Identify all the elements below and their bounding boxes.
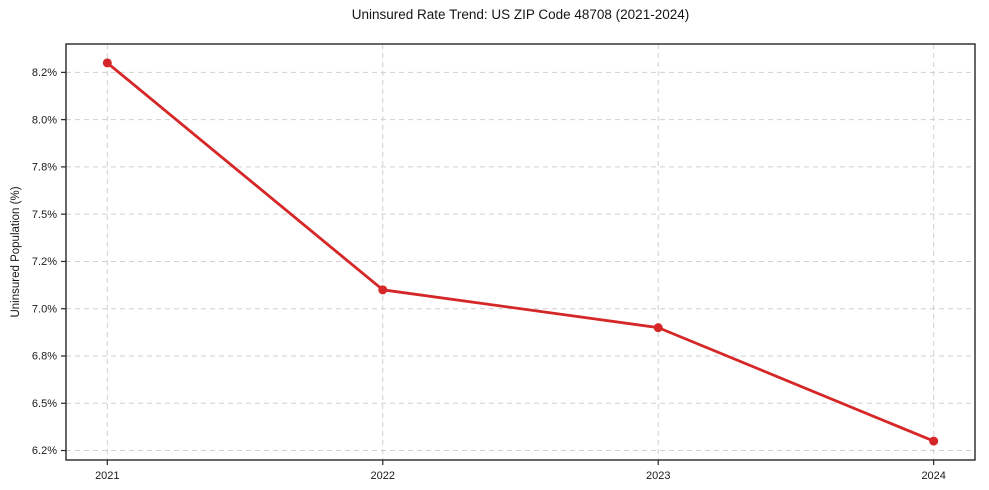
y-tick-label: 7.0% <box>32 303 57 315</box>
data-point-2024 <box>929 436 939 446</box>
trend-line <box>105 61 936 443</box>
y-tick-label: 6.8% <box>32 351 57 363</box>
x-tick-label: 2022 <box>371 470 395 482</box>
y-tick-label: 7.5% <box>32 209 57 221</box>
y-axis-label: Uninsured Population (%) <box>10 186 22 318</box>
data-point-2021 <box>102 58 112 68</box>
x-tick-label: 2024 <box>921 470 945 482</box>
y-tick-label: 8.2% <box>32 67 57 79</box>
y-tick-label: 6.2% <box>32 445 57 457</box>
y-tick-label: 7.2% <box>32 256 57 268</box>
x-tick-label: 2023 <box>646 470 670 482</box>
y-tick-label: 6.5% <box>32 398 57 410</box>
data-point-2022 <box>378 285 388 295</box>
x-tick-label: 2021 <box>95 470 119 482</box>
data-point-2023 <box>653 323 663 333</box>
y-tick-label: 8.0% <box>32 114 57 126</box>
plot-border <box>65 43 976 461</box>
chart-title: Uninsured Rate Trend: US ZIP Code 48708 … <box>351 7 690 22</box>
y-tick-label: 7.8% <box>32 162 57 174</box>
